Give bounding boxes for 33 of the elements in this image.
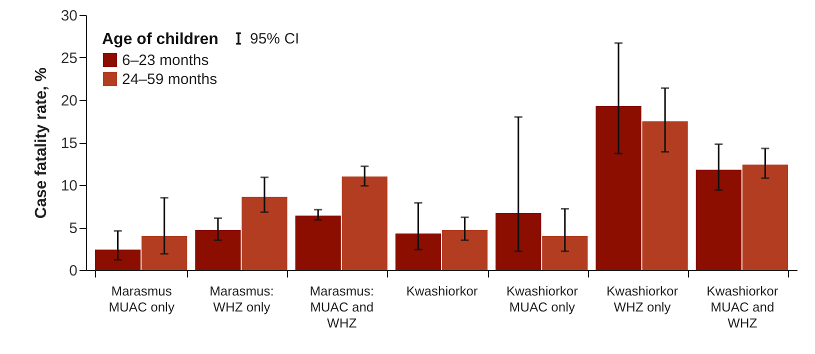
bar [542,236,588,270]
y-tick-label: 5 [69,220,78,237]
bar [696,170,742,270]
bar [395,233,442,270]
legend-label: 6–23 months [122,52,209,69]
y-tick-label: 15 [60,135,78,152]
bar [142,236,188,270]
x-tick-label: Marasmus MUAC only [108,284,175,314]
y-axis-title: Case fatality rate, % [32,67,50,219]
y-tick-label: 20 [60,92,78,110]
y-tick-label: 25 [60,50,78,67]
bar [642,121,688,270]
bar [195,230,241,270]
bar [295,216,341,270]
annotation: 95% CI [250,30,300,48]
x-tick-label: Marasmus: WHZ only [210,284,274,314]
x-tick-label: Kwashiorkor MUAC and WHZ [706,284,779,330]
x-tick-label: Kwashiorkor [406,284,478,298]
bar [342,176,388,270]
legend-label: 24–59 months [122,71,218,88]
bar [742,164,788,270]
x-tick-label: Kwashiorkor MUAC only [506,284,579,314]
bar [242,196,288,270]
bar [596,106,642,270]
y-tick-label: 10 [60,178,78,194]
x-tick-label: Kwashiorkor WHZ only [606,284,679,314]
y-tick-label: 30 [60,8,78,24]
x-tick-label: Marasmus: MUAC and WHZ [310,284,374,330]
bar [496,213,542,270]
bar [442,230,488,270]
y-tick-label: 0 [69,262,78,280]
bar [95,250,141,270]
legend-title: Age of children [102,31,218,48]
